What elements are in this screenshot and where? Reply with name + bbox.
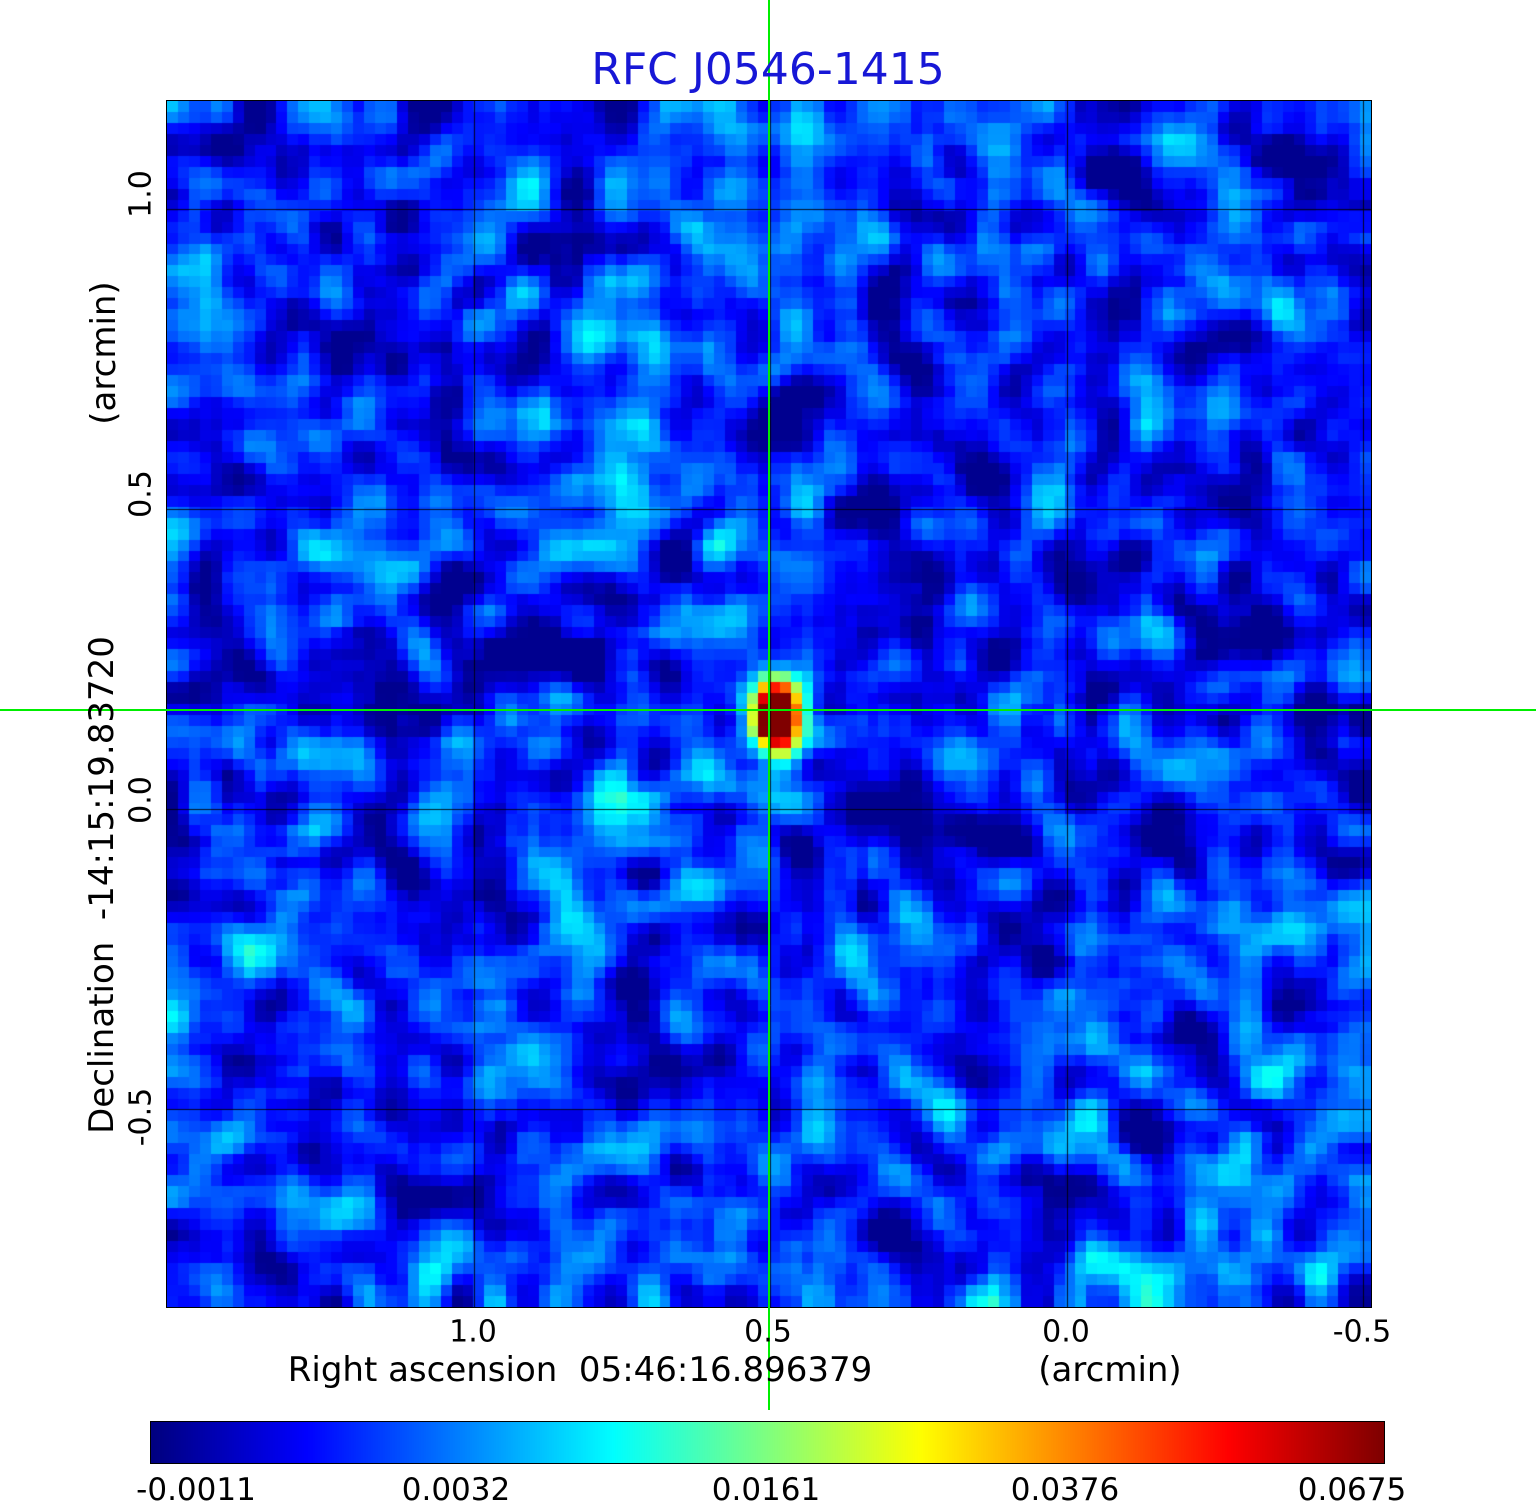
plot-title: RFC J0546-1415	[591, 44, 945, 95]
y-tick-label-4: -0.5	[123, 1087, 159, 1147]
x-tick-label-1: 1.0	[449, 1314, 497, 1350]
colorbar	[150, 1421, 1385, 1464]
x-axis-unit-label: (arcmin)	[1038, 1350, 1182, 1390]
y-tick-label-3: 0.0	[123, 776, 159, 824]
colorbar-tick-label-5: 0.0675	[1297, 1472, 1407, 1508]
crosshair-horizontal-line	[0, 709, 1536, 712]
x-axis-title: Right ascension 05:46:16.896379	[287, 1350, 873, 1390]
x-tick-label-2: 0.5	[744, 1314, 792, 1350]
crosshair-vertical-line	[768, 0, 771, 1410]
colorbar-tick-label-4: 0.0376	[1010, 1472, 1120, 1508]
colorbar-tick-label-2: 0.0032	[401, 1472, 511, 1508]
y-tick-label-1: 1.0	[123, 170, 159, 218]
y-axis-unit-label: (arcmin)	[84, 281, 124, 425]
y-tick-label-2: 0.5	[123, 470, 159, 518]
colorbar-tick-label-1: -0.0011	[136, 1472, 256, 1508]
x-tick-label-4: -0.5	[1332, 1314, 1392, 1350]
colorbar-tick-label-3: 0.0161	[711, 1472, 821, 1508]
x-tick-label-3: 0.0	[1042, 1314, 1090, 1350]
y-axis-title: Declination -14:15:19.83720	[82, 636, 122, 1134]
